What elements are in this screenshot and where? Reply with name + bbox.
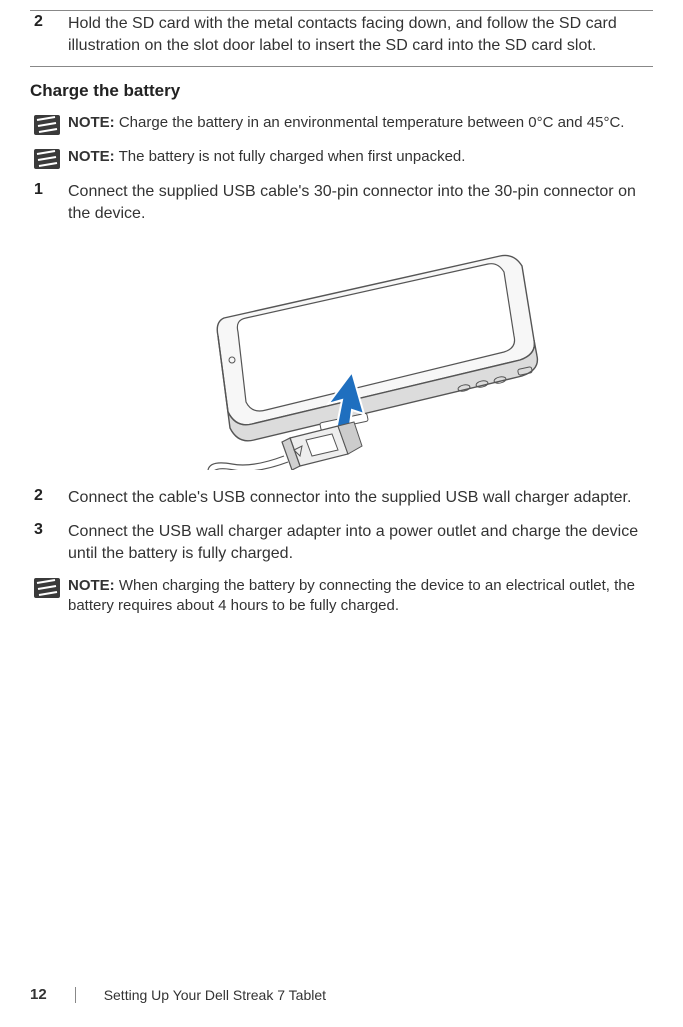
step-1: 1 Connect the supplied USB cable's 30-pi… — [30, 179, 653, 234]
note-label: NOTE: — [68, 577, 115, 594]
note-body: NOTE: The battery is not fully charged w… — [68, 147, 649, 167]
top-step-2: 2 Hold the SD card with the metal contac… — [30, 11, 653, 66]
step-number: 1 — [34, 181, 68, 224]
step-3: 3 Connect the USB wall charger adapter i… — [30, 519, 653, 574]
chapter-title: Setting Up Your Dell Streak 7 Tablet — [104, 987, 326, 1003]
step-text: Connect the supplied USB cable's 30-pin … — [68, 181, 649, 224]
step-text: Connect the cable's USB connector into t… — [68, 487, 649, 509]
page-number: 12 — [30, 986, 47, 1003]
section-title: Charge the battery — [30, 81, 653, 101]
note-text: Charge the battery in an environmental t… — [115, 114, 625, 131]
step-text: Connect the USB wall charger adapter int… — [68, 521, 649, 564]
note-3: NOTE: When charging the battery by conne… — [30, 574, 653, 627]
mid-rule — [30, 66, 653, 67]
step-2: 2 Connect the cable's USB connector into… — [30, 485, 653, 519]
note-label: NOTE: — [68, 148, 115, 165]
note-icon — [34, 115, 60, 135]
step-number: 3 — [34, 521, 68, 564]
note-text: When charging the battery by connecting … — [68, 577, 635, 614]
page-footer: 12 Setting Up Your Dell Streak 7 Tablet — [30, 986, 326, 1003]
step-number: 2 — [34, 13, 68, 56]
tablet-outline — [217, 256, 537, 441]
note-label: NOTE: — [68, 114, 115, 131]
note-1: NOTE: Charge the battery in an environme… — [30, 111, 653, 145]
note-icon — [34, 149, 60, 169]
note-body: NOTE: When charging the battery by conne… — [68, 576, 649, 617]
note-2: NOTE: The battery is not fully charged w… — [30, 145, 653, 179]
step-text: Hold the SD card with the metal contacts… — [68, 13, 649, 56]
illustration-charge — [30, 234, 653, 485]
footer-divider — [75, 987, 76, 1003]
note-text: The battery is not fully charged when fi… — [115, 148, 466, 165]
note-icon — [34, 578, 60, 598]
note-body: NOTE: Charge the battery in an environme… — [68, 113, 649, 133]
step-number: 2 — [34, 487, 68, 509]
